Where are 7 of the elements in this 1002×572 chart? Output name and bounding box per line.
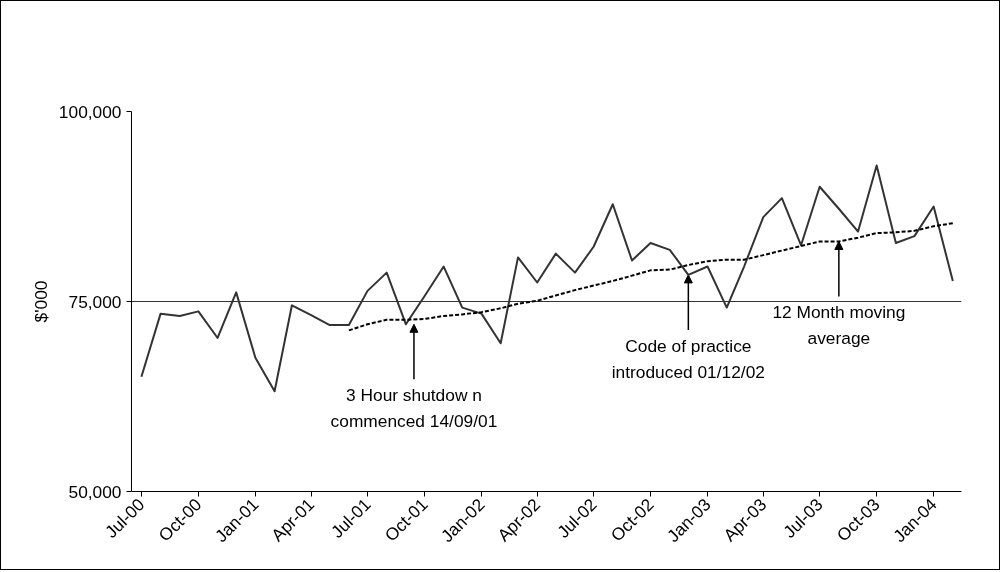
y-tick-label: 75,000 xyxy=(68,291,122,312)
y-tick-label: 50,000 xyxy=(68,481,122,502)
annotation: 12 Month moving average xyxy=(772,302,906,349)
y-tick-label: 100,000 xyxy=(58,101,122,122)
annotation: Code of practice introduced 01/12/02 xyxy=(611,335,765,382)
annotation: 3 Hour shutdow n commenced 14/09/01 xyxy=(330,385,498,432)
y-axis-title: $'000 xyxy=(30,280,51,323)
